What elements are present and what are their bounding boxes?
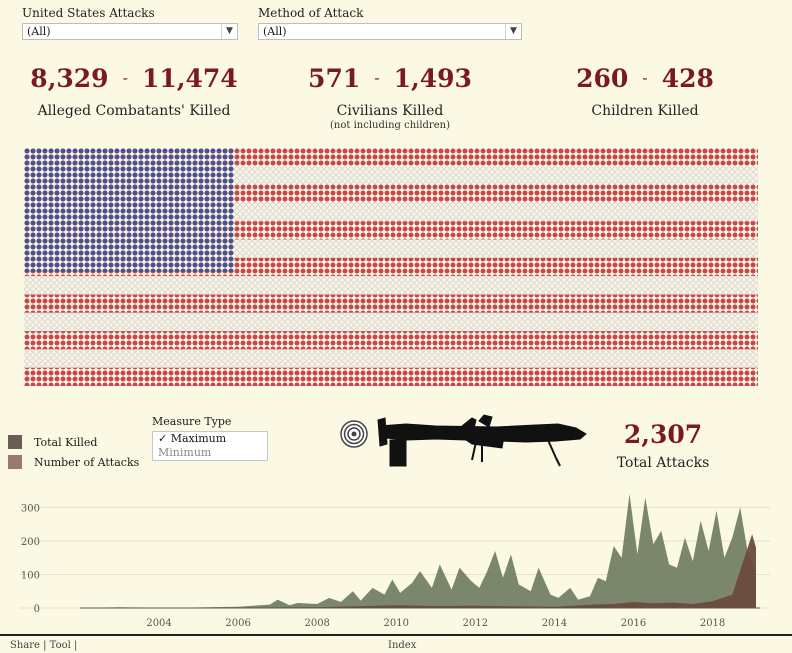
x-tick-label: 2016 xyxy=(621,618,646,629)
kpi-low: 8,329 xyxy=(30,64,109,93)
filter-label: Method of Attack xyxy=(258,6,364,20)
y-tick-label: 0 xyxy=(34,604,40,615)
flag-dot-matrix[interactable] xyxy=(24,148,758,386)
chart-areas xyxy=(80,494,760,609)
kpi-label: Children Killed xyxy=(591,103,699,119)
y-axis: 300 200 100 0 xyxy=(21,503,40,615)
footer-index[interactable]: Index xyxy=(388,640,417,651)
legend-swatch xyxy=(8,435,22,449)
flag-stripe-red xyxy=(24,331,758,350)
flag-stripe-white xyxy=(24,312,758,332)
x-tick-label: 2014 xyxy=(542,618,567,629)
measure-type-label: Measure Type xyxy=(152,415,232,428)
united-states-attacks-select[interactable]: (All) ▼ xyxy=(22,23,238,40)
flag-stripe-white xyxy=(24,276,758,295)
legend-swatch xyxy=(8,455,22,469)
target-icon[interactable] xyxy=(340,420,368,448)
flag-canton xyxy=(24,148,234,272)
filter-method-of-attack: Method of Attack (All) ▼ xyxy=(258,6,522,40)
kpi-combatants-killed: 8,329-11,474 Alleged Combatants' Killed xyxy=(24,64,244,119)
measure-option-minimum[interactable]: Minimum xyxy=(158,446,212,459)
filter-united-states-attacks: United States Attacks (All) ▼ xyxy=(22,6,238,40)
total-attacks-value: 2,307 xyxy=(623,420,703,449)
select-value: (All) xyxy=(27,25,51,38)
method-of-attack-select[interactable]: (All) ▼ xyxy=(258,23,522,40)
flag-stripe-white xyxy=(24,349,758,368)
kpi-children-killed: 260-428 Children Killed xyxy=(560,64,730,119)
kpi-high: 11,474 xyxy=(142,64,238,93)
kpi-label: Alleged Combatants' Killed xyxy=(37,103,231,119)
kpi-sublabel: (not including children) xyxy=(330,120,450,131)
kpi-civilians-killed: 571-1,493 Civilians Killed (not includin… xyxy=(290,64,490,131)
measure-type-filter: Measure Type ✓ Maximum Minimum xyxy=(152,415,268,461)
legend: Total Killed Number of Attacks xyxy=(8,432,139,472)
footer-left[interactable]: Share | Tool | xyxy=(10,640,78,651)
measure-option-maximum[interactable]: ✓ Maximum xyxy=(158,432,227,445)
area-total-killed[interactable] xyxy=(80,494,756,608)
x-tick-label: 2012 xyxy=(463,618,488,629)
legend-item-total-killed[interactable]: Total Killed xyxy=(8,432,139,452)
dropdown-arrow-icon[interactable]: ▼ xyxy=(505,24,521,39)
total-attacks: 2,307 Total Attacks xyxy=(598,420,728,471)
divider xyxy=(0,634,792,636)
x-tick-label: 2010 xyxy=(384,618,409,629)
flag-stripe-red xyxy=(24,294,758,313)
filter-label: United States Attacks xyxy=(22,6,155,20)
kpi-dash: - xyxy=(122,68,128,87)
legend-label: Number of Attacks xyxy=(34,455,140,469)
y-tick-label: 300 xyxy=(21,503,40,514)
x-tick-label: 2018 xyxy=(700,618,725,629)
y-tick-label: 100 xyxy=(21,570,40,581)
x-axis: 2004 2006 2008 2010 2012 2014 2016 2018 xyxy=(146,618,725,629)
legend-label: Total Killed xyxy=(34,435,98,449)
select-value: (All) xyxy=(263,25,287,38)
drone-icon xyxy=(377,414,587,467)
dropdown-arrow-icon[interactable]: ▼ xyxy=(221,24,237,39)
kpi-label: Civilians Killed xyxy=(336,103,444,119)
kpi-low: 260 xyxy=(576,64,629,93)
measure-type-list[interactable]: ✓ Maximum Minimum xyxy=(152,431,268,461)
flag-stripe-red xyxy=(24,367,758,386)
kpi-dash: - xyxy=(642,68,648,87)
kpi-high: 1,493 xyxy=(393,64,472,93)
kpi-dash: - xyxy=(374,68,380,87)
x-tick-label: 2004 xyxy=(146,618,171,629)
kpi-low: 571 xyxy=(308,64,361,93)
kpi-high: 428 xyxy=(661,64,714,93)
legend-item-number-of-attacks[interactable]: Number of Attacks xyxy=(8,452,139,472)
total-attacks-label: Total Attacks xyxy=(616,455,710,471)
x-tick-label: 2008 xyxy=(304,618,329,629)
y-tick-label: 200 xyxy=(21,537,40,548)
x-tick-label: 2006 xyxy=(225,618,250,629)
